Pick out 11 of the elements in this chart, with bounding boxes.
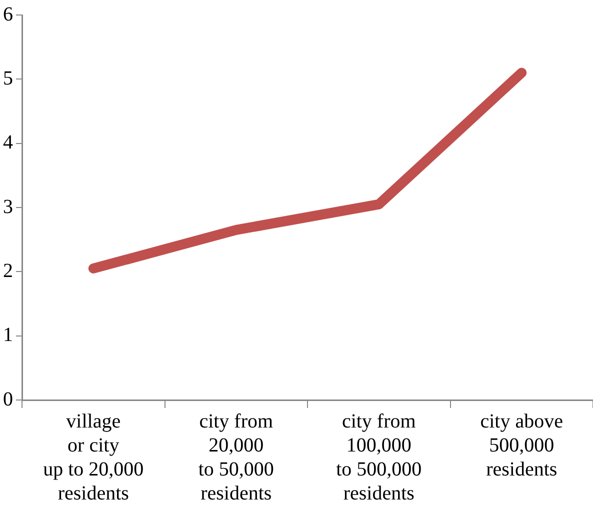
- x-tick-label: city from 100,000 to 500,000 residents: [336, 410, 422, 504]
- y-tick-label: 5: [3, 67, 13, 90]
- y-tick-label: 1: [3, 324, 13, 346]
- x-tick-label: city above 500,000 residents: [480, 410, 564, 480]
- x-tick-label: city from 20,000 to 50,000 residents: [198, 410, 274, 504]
- y-tick-label: 0: [3, 388, 13, 410]
- y-tick-label: 3: [3, 196, 13, 218]
- x-tick-label: village or city up to 20,000 residents: [43, 410, 144, 504]
- y-tick-label: 2: [3, 260, 13, 282]
- y-tick-label: 4: [3, 132, 13, 154]
- y-tick-label: 6: [3, 3, 13, 26]
